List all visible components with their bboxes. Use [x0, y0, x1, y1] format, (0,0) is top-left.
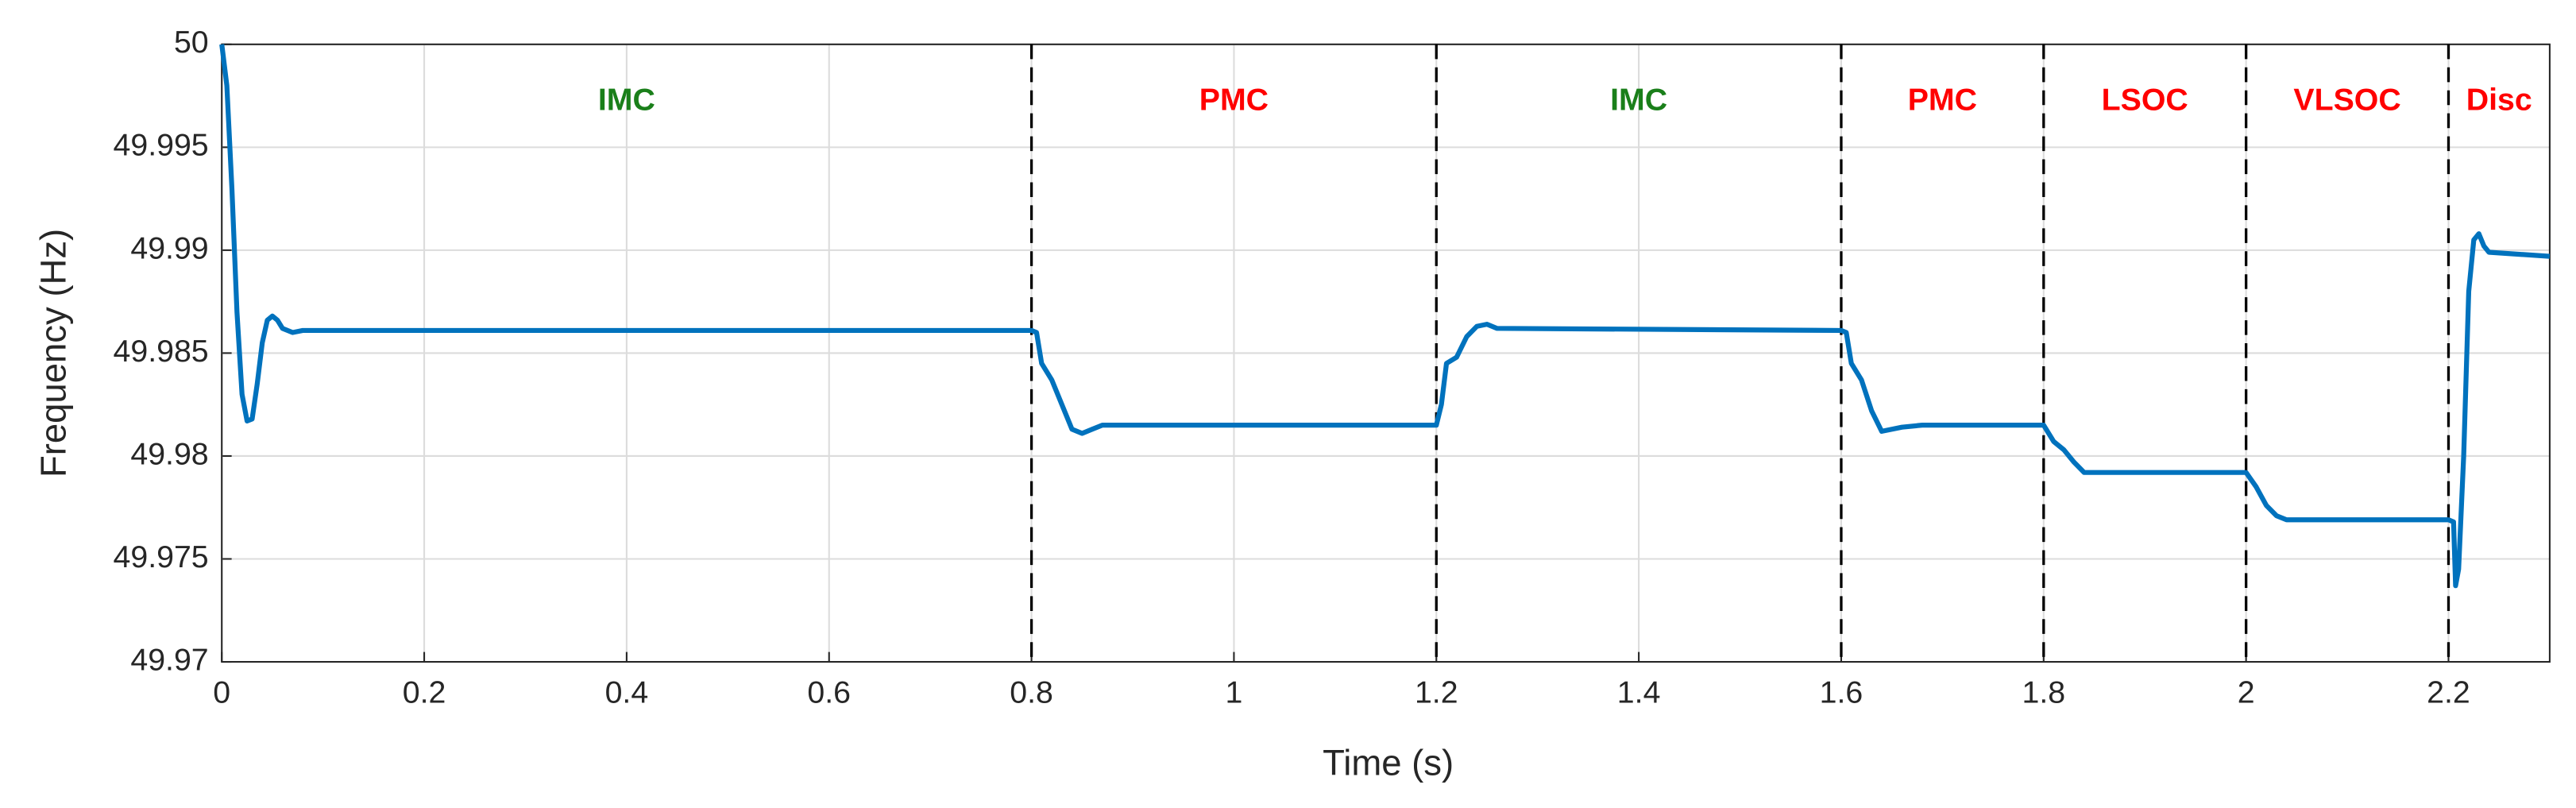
x-tick-label: 2 [2238, 675, 2255, 710]
x-tick-label: 0.6 [807, 675, 851, 710]
x-tick-label: 0.8 [1010, 675, 1053, 710]
x-tick-label: 0.2 [403, 675, 446, 710]
x-tick-label: 1.4 [1617, 675, 1661, 710]
y-axis-label: Frequency (Hz) [33, 229, 73, 477]
x-tick-label: 1.8 [2022, 675, 2065, 710]
mode-annotation: IMC [1610, 83, 1667, 118]
x-axis-label: Time (s) [1323, 742, 1454, 783]
y-tick-label: 49.99 [130, 230, 208, 265]
y-tick-label: 50 [174, 25, 209, 60]
y-tick-label: 49.98 [130, 436, 208, 471]
y-tick-label: 49.975 [114, 539, 209, 574]
x-tick-label: 1.6 [1820, 675, 1863, 710]
y-tick-label: 49.97 [130, 642, 208, 677]
data-line [219, 44, 2551, 589]
x-tick-label: 1.2 [1415, 675, 1458, 710]
x-tick-label: 0.4 [605, 675, 649, 710]
mode-annotation: PMC [1908, 83, 1977, 118]
plot-frame [221, 43, 2551, 663]
mode-annotation: Disc [2466, 83, 2532, 118]
y-tick-label: 49.985 [114, 334, 209, 369]
x-tick-label: 0 [213, 675, 230, 710]
x-tick-label: 1 [1226, 675, 1243, 710]
y-tick-label: 49.995 [114, 128, 209, 163]
mode-annotation: PMC [1199, 83, 1269, 118]
x-tick-label: 2.2 [2427, 675, 2470, 710]
mode-annotation: VLSOC [2293, 83, 2400, 118]
mode-annotation: LSOC [2102, 83, 2188, 118]
mode-annotation: IMC [598, 83, 655, 118]
